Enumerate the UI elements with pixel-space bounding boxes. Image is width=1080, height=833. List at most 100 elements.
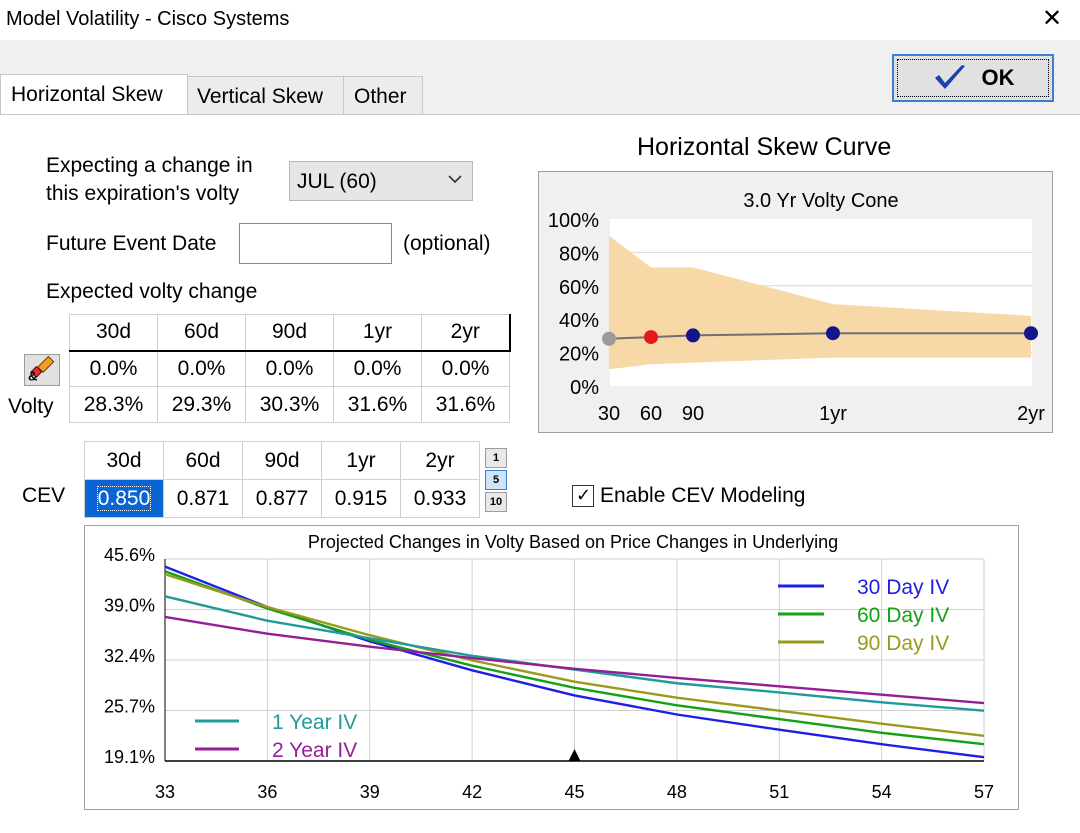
skew-chart: 100% 80% 60% 40% 20% 0% 30 60 90 1yr 2yr 3.0 Yr Vol… [548,190,1045,425]
legend-label: 90 Day IV [857,632,949,655]
expiration-label-line1: Expecting a change in [46,154,253,177]
volty-value-cell: 31.6% [333,386,422,423]
volty-change-cell[interactable]: 0.0% [421,350,510,387]
skew-x-tick: 30 [598,403,620,425]
projection-x-tick: 54 [872,782,892,802]
cev-value-cell[interactable]: 0.871 [163,479,243,518]
step-1-button[interactable]: 1 [485,448,507,468]
cev-value-cell[interactable]: 0.877 [242,479,322,518]
series-line-90-day-iv [164,573,985,738]
projection-y-tick: 25.7% [104,697,155,717]
skew-y-tick: 40% [559,310,599,332]
legend-label: 60 Day IV [857,604,949,627]
cev-value-cell[interactable]: 0.915 [321,479,401,518]
skew-y-tick: 100% [548,210,599,232]
skew-x-tick: 90 [682,403,704,425]
edit-volty-button[interactable]: & [24,354,60,386]
enable-cev-checkbox[interactable]: ✓ [572,485,594,507]
projection-chart-frame: Projected Changes in Volty Based on Pric… [84,525,1019,810]
legend-label: 1 Year IV [272,711,357,734]
skew-chart-title: 3.0 Yr Volty Cone [743,190,898,212]
chevron-down-icon [448,175,462,184]
projection-x-tick: 48 [667,782,687,802]
volty-point [644,330,658,345]
volty-point [686,328,700,343]
projection-y-tick: 45.6% [104,545,155,565]
skew-x-tick: 60 [640,403,662,425]
checkmark-icon [934,65,965,89]
cev-value-cell-selected[interactable]: 0.850 [84,479,164,518]
skew-y-tick: 20% [559,344,599,366]
expiration-select-value: JUL (60) [297,170,377,193]
volty-point [1024,326,1038,341]
ok-button[interactable]: OK [892,54,1054,102]
projection-x-tick: 45 [564,782,584,802]
volty-change-title: Expected volty change [46,280,258,303]
skew-chart-heading: Horizontal Skew Curve [637,133,892,161]
projection-y-tick: 19.1% [104,747,155,767]
future-event-hint: (optional) [403,232,491,255]
cev-label: CEV [22,484,66,507]
projection-x-tick: 42 [462,782,482,802]
skew-x-tick: 1yr [819,403,847,425]
volty-point [826,326,840,341]
projection-x-tick: 36 [257,782,277,802]
volty-point [602,331,616,346]
volty-value-cell: 28.3% [69,386,158,423]
volty-change-cell[interactable]: 0.0% [245,350,334,387]
cev-col-header: 90d [242,441,322,480]
checkmark-icon: ✓ [576,485,592,505]
enable-cev-label[interactable]: Enable CEV Modeling [600,484,806,507]
volty-col-header: 90d [245,314,334,351]
volty-col-header: 2yr [421,314,511,351]
volty-change-grid: 30d 60d 90d 1yr 2yr 0.0% 0.0% 0.0% 0.0% … [69,314,511,423]
series-line-60-day-iv [164,570,985,746]
projection-chart-title: Projected Changes in Volty Based on Pric… [308,532,838,552]
projection-x-tick: 39 [360,782,380,802]
cev-col-header: 2yr [400,441,480,480]
tab-horizontal-skew[interactable]: Horizontal Skew [0,74,188,114]
skew-y-tick: 0% [570,377,599,399]
volty-change-cell[interactable]: 0.0% [69,350,158,387]
skew-y-tick: 80% [559,243,599,265]
step-10-button[interactable]: 10 [485,492,507,512]
step-5-button[interactable]: 5 [485,470,507,490]
legend-label: 2 Year IV [272,739,357,762]
volty-change-cell[interactable]: 0.0% [157,350,246,387]
cev-value-cell[interactable]: 0.933 [400,479,480,518]
projection-chart: Projected Changes in Volty Based on Pric… [104,532,994,802]
volty-value-cell: 31.6% [421,386,510,423]
expiration-label-line2: this expiration's volty [46,182,240,205]
volty-value-cell: 30.3% [245,386,334,423]
projection-y-tick: 39.0% [104,596,155,616]
volty-change-cell[interactable]: 0.0% [333,350,422,387]
ok-button-label: OK [981,65,1015,90]
legend-label: 30 Day IV [857,576,949,599]
volty-col-header: 60d [157,314,246,351]
series-line-2-year-iv [164,615,985,705]
skew-x-tick: 2yr [1017,403,1045,425]
volty-row-label: Volty [8,395,54,418]
close-icon[interactable]: ✕ [1041,5,1063,32]
title-bar: Model Volatility - Cisco Systems ✕ [0,0,1080,40]
skew-chart-frame: 100% 80% 60% 40% 20% 0% 30 60 90 1yr 2yr 3.0 Yr Vol… [538,171,1053,433]
projection-y-tick: 32.4% [104,646,155,666]
tab-vertical-skew[interactable]: Vertical Skew [186,76,344,114]
projection-x-tick: 51 [769,782,789,802]
current-price-marker [568,749,581,761]
volty-col-header: 1yr [333,314,422,351]
window-title: Model Volatility - Cisco Systems [6,8,290,30]
volty-col-header: 30d [69,314,158,351]
cev-col-header: 60d [163,441,243,480]
skew-y-tick: 60% [559,277,599,299]
projection-x-tick: 57 [974,782,994,802]
future-event-label: Future Event Date [46,232,217,255]
pencil-eraser-icon: & [28,355,55,383]
cev-col-header: 1yr [321,441,401,480]
future-event-date-input[interactable] [239,223,392,264]
projection-x-tick: 33 [155,782,175,802]
tab-other[interactable]: Other [343,76,423,114]
cev-col-header: 30d [84,441,164,480]
svg-text:&: & [28,368,38,383]
expiration-select[interactable]: JUL (60) [289,161,473,201]
